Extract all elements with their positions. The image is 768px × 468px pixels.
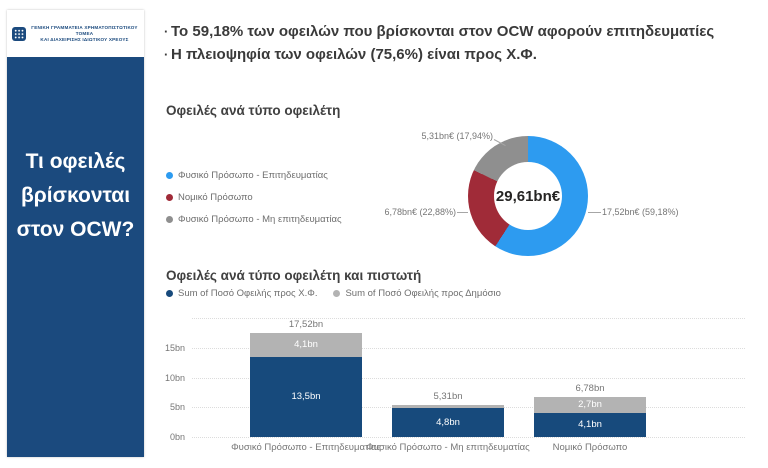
legend-dot-icon <box>333 290 341 297</box>
legend-label: Sum of Ποσό Οφειλής προς Δημόσιο <box>345 288 501 299</box>
key-finding-text: Η πλειοψηφία των οφειλών (75,6%) είναι π… <box>171 46 537 63</box>
bar-group: 4,8bn 5,31bn Φυσικό Πρόσωπο - Μη επιτηδευμ… <box>366 318 530 453</box>
bar-segment[interactable]: 2,7bn <box>534 396 646 413</box>
y-axis-tick: 0bn <box>169 432 185 442</box>
key-finding-item: · Η πλειοψηφία των οφειλών (75,6%) είναι… <box>164 43 754 66</box>
donut-callout-gray: 5,31bn€ (17,94%) <box>421 131 493 141</box>
bar-segment-label: 4,1bn <box>294 339 318 351</box>
key-finding-text: Το 59,18% των οφειλών που βρίσκονται στο… <box>171 23 715 40</box>
y-axis-tick: 10bn <box>164 372 185 383</box>
donut-hole: 29,61bn€ <box>494 162 562 230</box>
bar-segment-label: 4,1bn <box>578 419 602 431</box>
bar-segment-label: 4,8bn <box>436 417 460 429</box>
bar-chart-title: Οφειλές ανά τύπο οφειλέτη και πιστωτή <box>166 268 422 283</box>
donut-callout-red: 6,78bn€ (22,88%) <box>384 207 456 217</box>
y-axis-tick: 5bn <box>169 402 185 413</box>
org-name-line1: ΓΕΝΙΚΗ ΓΡΑΜΜΑΤΕΙΑ ΧΡΗΜΑΤΟΠΙΣΤΩΤΙΚΟΥ ΤΟΜΕ… <box>31 24 138 36</box>
bar-group: 4,1bn 2,7bn 6,78bn Νομικό Πρόσωπο <box>534 318 646 453</box>
sidebar: ΓΕΝΙΚΗ ΓΡΑΜΜΑΤΕΙΑ ΧΡΗΜΑΤΟΠΙΣΤΩΤΙΚΟΥ ΤΟΜΕ… <box>7 10 144 457</box>
bar-segment[interactable] <box>392 405 504 409</box>
gridline <box>192 347 745 349</box>
bar-total-label: 5,31bn <box>433 391 463 403</box>
legend-item-dimosio[interactable]: Sum of Ποσό Οφειλής προς Δημόσιο <box>333 288 501 299</box>
bar-segment-label: 13,5bn <box>291 391 321 403</box>
bar-segment[interactable]: 4,1bn <box>534 412 646 437</box>
legend-item-xf[interactable]: Sum of Ποσό Οφειλής προς Χ.Φ. <box>166 288 317 299</box>
donut-legend: Φυσικό Πρόσωπο - Επιτηδευματίας Νομικό Π… <box>166 164 342 230</box>
donut-chart: 29,61bn€ 5,31bn€ (17,94%) 6,78bn€ (22,88… <box>360 120 760 275</box>
donut-center-total: 29,61bn€ <box>495 187 561 205</box>
page-title: Τι οφειλές βρίσκονται στον OCW? <box>16 150 135 241</box>
legend-item-nomiko-prosopo[interactable]: Νομικό Πρόσωπο <box>166 186 342 208</box>
x-axis-label: Φυσικό Πρόσωπο - Μη επιτηδευματίας <box>366 442 530 453</box>
org-logo-icon <box>12 26 26 41</box>
donut-callout-blue: 17,52bn€ (59,18%) <box>602 207 679 217</box>
legend-label: Sum of Ποσό Οφειλής προς Χ.Φ. <box>178 288 318 299</box>
bar-total-label: 17,52bn <box>288 318 324 330</box>
bullet-dot-icon: · <box>164 24 169 39</box>
callout-line <box>457 212 468 213</box>
bar-segment[interactable]: 13,5bn <box>250 356 362 437</box>
gridline <box>192 377 745 379</box>
org-name-line2: ΚΑΙ ΔΙΑΧΕΙΡΙΣΗΣ ΙΔΙΩΤΙΚΟΥ ΧΡΕΟΥΣ <box>40 36 129 42</box>
bar-chart: 0bn 5bn 10bn 15bn 13,5bn 4,1bn 17,52bn Φυσικό Π… <box>165 318 745 453</box>
key-finding-item: · Το 59,18% των οφειλών που βρίσκονται σ… <box>164 20 754 43</box>
gridline <box>192 318 745 319</box>
legend-dot-icon <box>166 193 173 201</box>
bar-columns: 13,5bn 4,1bn 17,52bn Φυσικό Πρόσωπο - Επιτη… <box>192 318 745 453</box>
bar-group: 13,5bn 4,1bn 17,52bn Φυσικό Πρόσωπο - Επιτη… <box>231 318 381 453</box>
legend-dot-icon <box>166 215 173 223</box>
org-logo: ΓΕΝΙΚΗ ΓΡΑΜΜΑΤΕΙΑ ΧΡΗΜΑΤΟΠΙΣΤΩΤΙΚΟΥ ΤΟΜΕ… <box>7 10 144 57</box>
donut-chart-title: Οφειλές ανά τύπο οφειλέτη <box>166 103 341 118</box>
legend-label: Φυσικό Πρόσωπο - Επιτηδευματίας <box>178 169 328 181</box>
bar-segment-label: 2,7bn <box>578 399 602 411</box>
legend-label: Νομικό Πρόσωπο <box>178 191 253 203</box>
x-axis-label: Φυσικό Πρόσωπο - Επιτηδευματίας <box>231 442 381 453</box>
legend-label: Φυσικό Πρόσωπο - Μη επιτηδευματίας <box>178 213 342 225</box>
legend-item-fp-epitideumatias[interactable]: Φυσικό Πρόσωπο - Επιτηδευματίας <box>166 164 342 186</box>
bar-legend: Sum of Ποσό Οφειλής προς Χ.Φ. Sum of Ποσ… <box>166 288 501 299</box>
callout-line <box>588 212 601 213</box>
sidebar-panel: Τι οφειλές βρίσκονται στον OCW? <box>7 57 144 457</box>
x-axis-label: Νομικό Πρόσωπο <box>552 442 628 453</box>
bar-segment[interactable]: 4,8bn <box>392 408 504 437</box>
key-findings: · Το 59,18% των οφειλών που βρίσκονται σ… <box>164 20 754 66</box>
gridline <box>192 437 745 438</box>
legend-dot-icon <box>166 290 173 297</box>
bullet-dot-icon: · <box>164 47 169 62</box>
bar-total-label: 6,78bn <box>575 382 605 394</box>
legend-dot-icon <box>166 171 173 179</box>
bar-segment[interactable]: 4,1bn <box>250 332 362 357</box>
legend-item-fp-mi-epitideumatias[interactable]: Φυσικό Πρόσωπο - Μη επιτηδευματίας <box>166 208 342 230</box>
org-logo-text: ΓΕΝΙΚΗ ΓΡΑΜΜΑΤΕΙΑ ΧΡΗΜΑΤΟΠΙΣΤΩΤΙΚΟΥ ΤΟΜΕ… <box>30 25 139 43</box>
y-axis-tick: 15bn <box>164 342 185 353</box>
